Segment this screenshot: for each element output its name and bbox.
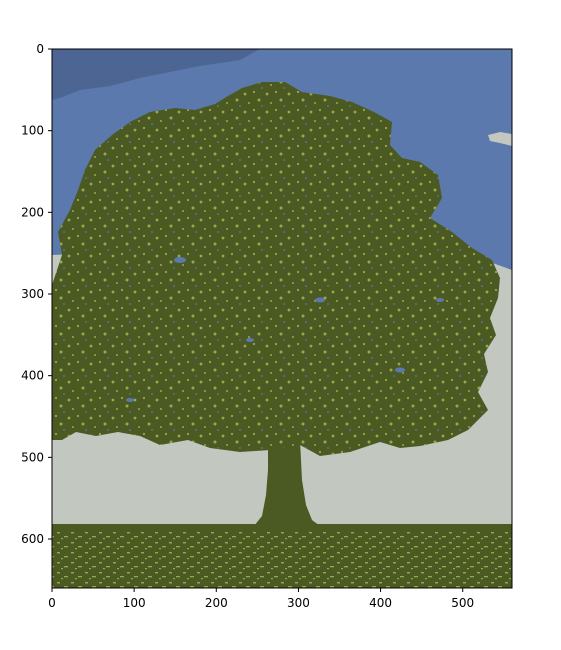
y-tick-label: 500 — [21, 450, 44, 464]
canopy-gaps — [126, 257, 444, 402]
y-tick-label: 100 — [21, 124, 44, 138]
x-axis: 0 100 200 300 400 500 — [48, 588, 474, 610]
y-tick-label: 600 — [21, 532, 44, 546]
y-axis: 0 100 200 300 400 500 600 — [21, 42, 52, 546]
x-tick-label: 100 — [123, 596, 146, 610]
y-tick-label: 400 — [21, 369, 44, 383]
image-plot — [52, 49, 512, 588]
x-tick-label: 200 — [205, 596, 228, 610]
canopy-texture — [52, 82, 500, 456]
y-tick-label: 0 — [36, 42, 44, 56]
cloud-patch — [488, 132, 512, 146]
x-tick-label: 300 — [287, 596, 310, 610]
x-tick-label: 0 — [48, 596, 56, 610]
ground-speckle — [52, 530, 512, 588]
x-tick-label: 500 — [451, 596, 474, 610]
y-tick-label: 300 — [21, 287, 44, 301]
tree-trunk — [254, 440, 320, 526]
sky-dark-band — [52, 49, 260, 100]
y-tick-label: 200 — [21, 205, 44, 219]
axes-frame — [51, 48, 513, 589]
x-tick-label: 400 — [369, 596, 392, 610]
